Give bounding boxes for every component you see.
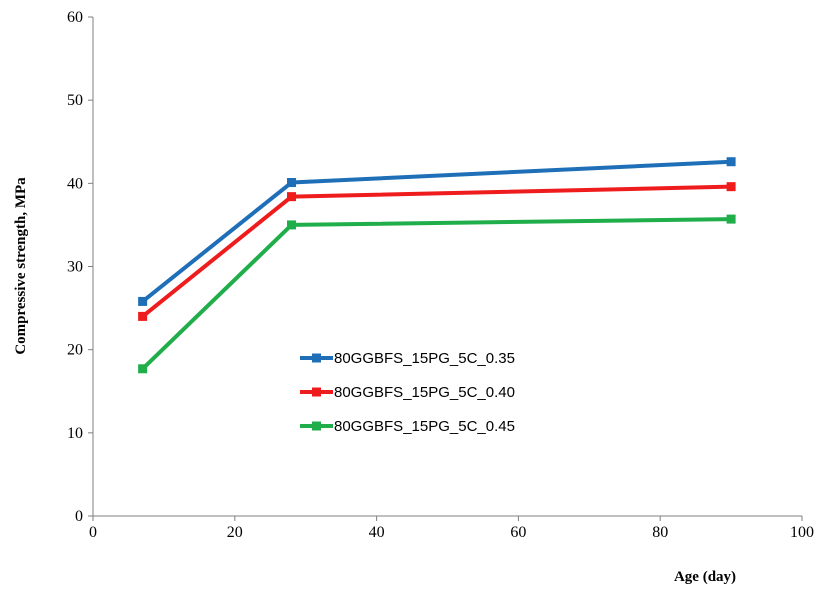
y-tick-label: 10 — [67, 425, 83, 442]
legend-swatch-marker — [312, 387, 321, 397]
axes — [92, 17, 802, 517]
legend-item: 80GGBFS_15PG_5C_0.35 — [300, 350, 515, 367]
y-tick-label: 30 — [67, 259, 83, 276]
legend-label: 80GGBFS_15PG_5C_0.40 — [334, 384, 515, 401]
legend-item: 80GGBFS_15PG_5C_0.45 — [300, 418, 515, 435]
x-tick-label: 0 — [89, 524, 97, 541]
series-1 — [138, 157, 736, 306]
x-tick-label: 80 — [652, 524, 668, 541]
x-tick-label: 20 — [227, 524, 243, 541]
ticks: 0 10 20 30 40 50 60 0 20 40 60 80 100 — [67, 9, 814, 541]
series-3 — [138, 214, 736, 374]
legend: 80GGBFS_15PG_5C_0.35 80GGBFS_15PG_5C_0.40… — [300, 350, 515, 435]
x-tick-label: 40 — [369, 524, 385, 541]
legend-item: 80GGBFS_15PG_5C_0.40 — [300, 384, 515, 401]
data-point-marker — [138, 296, 148, 306]
legend-swatch-marker — [312, 421, 321, 431]
y-tick-label: 60 — [67, 9, 83, 26]
series-2 — [138, 182, 736, 321]
x-tick-label: 100 — [790, 524, 814, 541]
x-tick-label: 60 — [510, 524, 526, 541]
y-axis-title: Compressive strength, MPa — [13, 177, 29, 355]
y-tick-label: 50 — [67, 92, 83, 109]
data-point-marker — [287, 220, 297, 230]
legend-swatch-marker — [312, 353, 321, 363]
y-tick-label: 20 — [67, 342, 83, 359]
y-tick-label: 0 — [75, 508, 83, 525]
data-point-marker — [287, 192, 297, 202]
series-line — [141, 159, 732, 303]
data-point-marker — [287, 178, 297, 188]
data-point-marker — [726, 182, 736, 192]
legend-label: 80GGBFS_15PG_5C_0.35 — [334, 350, 515, 367]
data-point-marker — [726, 214, 736, 224]
x-axis-title: Age (day) — [674, 569, 736, 585]
y-tick-label: 40 — [67, 175, 83, 192]
series-line — [141, 217, 732, 371]
series-line — [141, 184, 732, 318]
data-point-marker — [138, 364, 148, 374]
data-point-marker — [726, 157, 736, 167]
series-layer — [138, 157, 736, 374]
data-point-marker — [138, 311, 148, 321]
legend-label: 80GGBFS_15PG_5C_0.45 — [334, 418, 515, 435]
